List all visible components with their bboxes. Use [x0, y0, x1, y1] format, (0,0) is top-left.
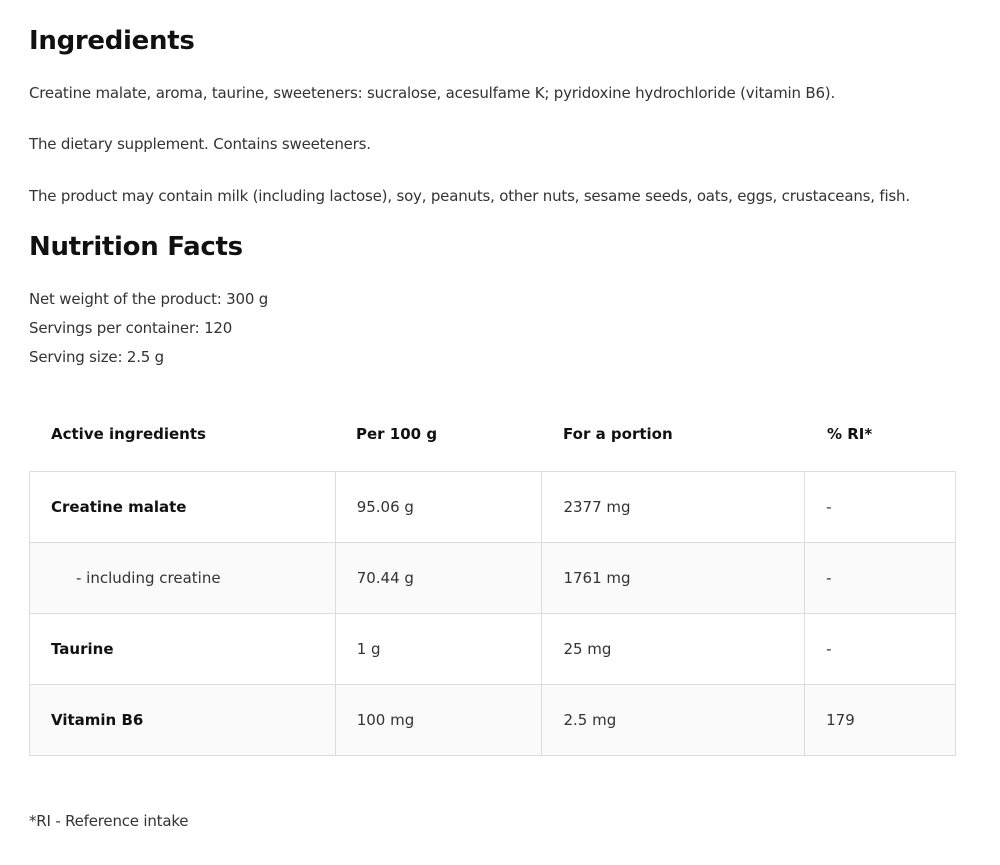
header-active-ingredients: Active ingredients — [51, 425, 206, 443]
cell-per100: 100 mg — [334, 684, 543, 756]
nutrition-title: Nutrition Facts — [29, 232, 243, 262]
cell-portion: 2377 mg — [541, 471, 806, 543]
cell-per100: 1 g — [334, 613, 543, 685]
table-row: Creatine malate 95.06 g 2377 mg - — [29, 471, 956, 543]
net-weight: Net weight of the product: 300 g — [29, 290, 269, 308]
cell-portion: 25 mg — [541, 613, 806, 685]
cell-name: Creatine malate — [29, 471, 336, 543]
servings-per-container: Servings per container: 120 — [29, 319, 233, 337]
ingredients-title: Ingredients — [29, 26, 195, 56]
cell-ri: - — [804, 613, 956, 685]
table-row: Vitamin B6 100 mg 2.5 mg 179 — [29, 684, 956, 756]
cell-name: Vitamin B6 — [29, 684, 336, 756]
header-ri: % RI* — [827, 425, 873, 443]
footnote: *RI - Reference intake — [29, 812, 189, 830]
allergen-note: The product may contain milk (including … — [29, 187, 910, 205]
table-row: Taurine 1 g 25 mg - — [29, 613, 956, 685]
supplement-note: The dietary supplement. Contains sweeten… — [29, 135, 371, 153]
table-row: - including creatine 70.44 g 1761 mg - — [29, 542, 956, 614]
nutrition-table: Creatine malate 95.06 g 2377 mg - - incl… — [29, 471, 956, 756]
header-per-100g: Per 100 g — [356, 425, 438, 443]
cell-portion: 1761 mg — [541, 542, 806, 614]
cell-name: Taurine — [29, 613, 336, 685]
cell-name: - including creatine — [29, 542, 336, 614]
cell-ri: - — [804, 542, 956, 614]
cell-per100: 70.44 g — [334, 542, 543, 614]
cell-ri: - — [804, 471, 956, 543]
ingredients-text: Creatine malate, aroma, taurine, sweeten… — [29, 84, 836, 102]
serving-size: Serving size: 2.5 g — [29, 348, 165, 366]
cell-portion: 2.5 mg — [541, 684, 806, 756]
cell-ri: 179 — [804, 684, 956, 756]
cell-per100: 95.06 g — [334, 471, 543, 543]
header-portion: For a portion — [563, 425, 673, 443]
